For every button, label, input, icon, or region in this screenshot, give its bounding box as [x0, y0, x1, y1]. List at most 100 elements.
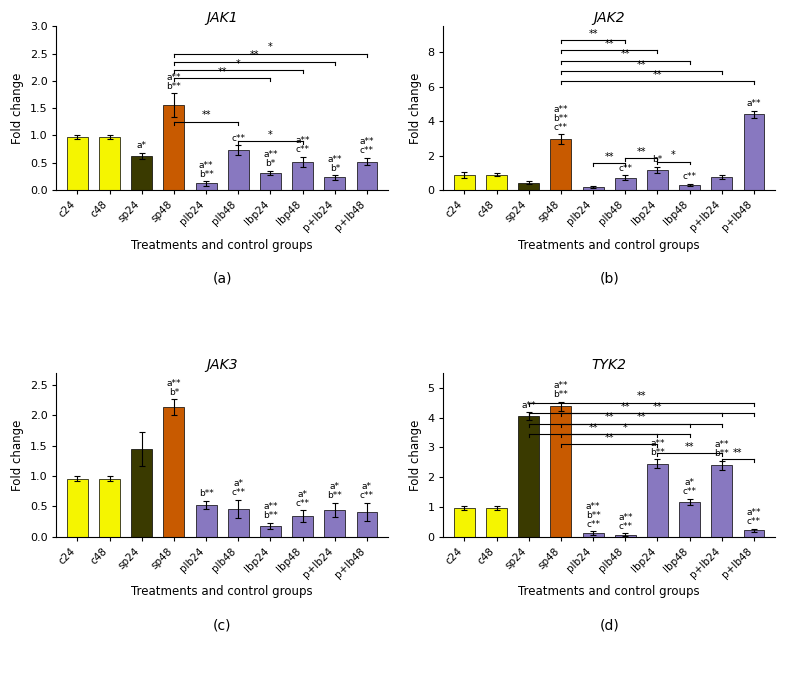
Y-axis label: Fold change: Fold change [409, 419, 422, 490]
Text: c**: c** [619, 522, 632, 531]
Text: a*: a* [330, 482, 340, 491]
Bar [260, 526, 281, 537]
Text: b**: b** [199, 170, 214, 179]
Text: c**: c** [296, 498, 310, 507]
Text: b**: b** [553, 390, 568, 399]
Title: JAK2: JAK2 [593, 11, 625, 25]
Text: **: ** [218, 67, 227, 77]
Text: b**: b** [199, 490, 214, 498]
Y-axis label: Fold change: Fold change [11, 419, 24, 490]
Text: a*: a* [298, 490, 307, 498]
Bar [67, 479, 88, 537]
Text: **: ** [637, 412, 646, 422]
Text: c**: c** [296, 145, 310, 154]
Text: *: * [623, 423, 628, 432]
Title: JAK1: JAK1 [207, 11, 238, 25]
Text: c**: c** [554, 123, 568, 131]
Text: a**: a** [296, 136, 310, 145]
Bar [518, 183, 539, 190]
Bar [196, 183, 216, 190]
Bar [615, 178, 636, 190]
Text: a**: a** [586, 502, 601, 511]
Text: (d): (d) [599, 618, 619, 633]
Text: b**: b** [553, 114, 568, 123]
Y-axis label: Fold change: Fold change [409, 72, 422, 144]
Bar [163, 407, 185, 537]
Bar [228, 509, 248, 537]
Text: *: * [268, 42, 273, 52]
Text: **: ** [733, 448, 743, 458]
Text: a**: a** [328, 155, 342, 163]
Bar [131, 449, 152, 537]
Text: a*: a* [685, 479, 695, 488]
Text: a*: a* [362, 482, 372, 491]
Text: **: ** [637, 392, 646, 402]
Text: c**: c** [231, 488, 245, 497]
Bar [454, 175, 475, 190]
Bar [325, 510, 345, 537]
Text: **: ** [604, 152, 614, 162]
Bar [744, 530, 765, 537]
Text: **: ** [250, 50, 259, 61]
Bar [679, 185, 700, 190]
Bar [582, 533, 604, 537]
Bar [99, 137, 120, 190]
Text: **: ** [604, 39, 614, 49]
Bar [260, 173, 281, 190]
Bar [550, 139, 571, 190]
Bar [196, 505, 216, 537]
Text: (b): (b) [599, 272, 619, 286]
X-axis label: Treatments and control groups: Treatments and control groups [131, 586, 313, 599]
Text: b*: b* [169, 387, 179, 396]
Text: **: ** [685, 442, 694, 452]
Text: c**: c** [682, 172, 696, 181]
Text: a**: a** [199, 161, 213, 170]
Bar [711, 177, 733, 190]
Text: a**: a** [360, 138, 374, 146]
Bar [582, 187, 604, 190]
Text: *: * [236, 59, 241, 69]
Text: **: ** [652, 402, 662, 412]
Text: b**: b** [714, 449, 729, 458]
Text: b*: b* [329, 163, 340, 173]
Text: **: ** [604, 433, 614, 443]
Text: (a): (a) [212, 272, 232, 286]
Bar [550, 407, 571, 537]
Bar [744, 114, 765, 190]
Text: **: ** [589, 29, 598, 39]
Text: a*: a* [137, 142, 147, 151]
Bar [679, 502, 700, 537]
Bar [647, 170, 668, 190]
Text: a**: a** [747, 99, 761, 108]
Text: a**: a** [553, 381, 568, 390]
X-axis label: Treatments and control groups: Treatments and control groups [518, 238, 700, 251]
Text: b*: b* [652, 155, 663, 164]
Text: c**: c** [747, 518, 761, 526]
Text: **: ** [589, 423, 598, 432]
Bar [163, 106, 185, 190]
X-axis label: Treatments and control groups: Treatments and control groups [518, 586, 700, 599]
Bar [325, 178, 345, 190]
Bar [486, 175, 507, 190]
Text: c**: c** [619, 164, 632, 173]
Title: TYK2: TYK2 [592, 358, 626, 372]
Bar [131, 156, 152, 190]
Text: a*: a* [233, 479, 243, 488]
Title: JAK3: JAK3 [207, 358, 238, 372]
Text: c**: c** [682, 488, 696, 496]
Text: **: ** [637, 147, 646, 157]
Text: b**: b** [263, 511, 277, 520]
Text: a**: a** [553, 104, 568, 114]
Text: c**: c** [360, 146, 374, 155]
Text: b**: b** [167, 82, 182, 91]
Bar [454, 508, 475, 537]
Text: **: ** [604, 412, 614, 422]
Text: a**: a** [263, 503, 277, 511]
Bar [711, 465, 733, 537]
Text: b**: b** [586, 511, 601, 520]
Bar [357, 161, 377, 190]
Text: b*: b* [266, 159, 276, 168]
Bar [518, 416, 539, 537]
Bar [647, 464, 668, 537]
Text: (c): (c) [213, 618, 231, 633]
